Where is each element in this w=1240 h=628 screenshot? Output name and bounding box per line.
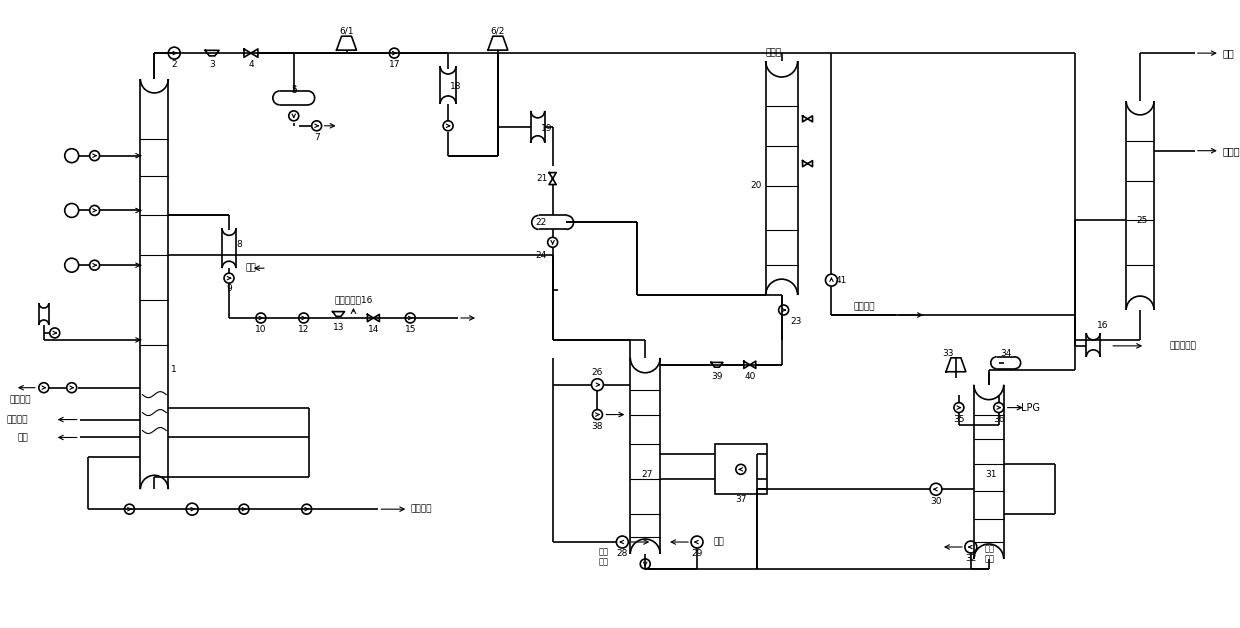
Text: 16: 16 xyxy=(1096,322,1109,330)
Text: 14: 14 xyxy=(368,325,379,335)
Text: LPG: LPG xyxy=(1021,403,1039,413)
Text: 蒸汽: 蒸汽 xyxy=(714,538,724,546)
Text: 12: 12 xyxy=(298,325,310,335)
Text: 6/2: 6/2 xyxy=(491,27,505,36)
Text: 反应油气: 反应油气 xyxy=(6,415,27,424)
Text: 19: 19 xyxy=(541,124,552,133)
Text: 39: 39 xyxy=(712,372,723,381)
Text: 41: 41 xyxy=(836,276,847,284)
Text: 去加氢裂解: 去加氢裂解 xyxy=(1171,342,1197,350)
Text: 9: 9 xyxy=(226,284,232,293)
Text: 粗汽油: 粗汽油 xyxy=(765,48,781,58)
Text: 30: 30 xyxy=(930,497,941,506)
Text: 至提升管: 至提升管 xyxy=(9,395,31,404)
Text: 27: 27 xyxy=(641,470,653,479)
Text: 21: 21 xyxy=(536,174,547,183)
Text: 产品柴油去16: 产品柴油去16 xyxy=(335,296,373,305)
Text: 5: 5 xyxy=(291,87,296,95)
Text: 24: 24 xyxy=(536,251,547,260)
Text: 稳定汽油: 稳定汽油 xyxy=(853,303,875,311)
Text: 蒸汽: 蒸汽 xyxy=(246,264,257,273)
Text: 5: 5 xyxy=(291,85,296,94)
Text: 干气: 干气 xyxy=(1223,48,1235,58)
Text: 29: 29 xyxy=(692,550,703,558)
Text: 35: 35 xyxy=(954,415,965,424)
Text: 28: 28 xyxy=(616,550,627,558)
Text: 18: 18 xyxy=(450,82,461,92)
Text: 6/1: 6/1 xyxy=(340,27,353,36)
Text: 26: 26 xyxy=(591,368,603,377)
Text: 10: 10 xyxy=(255,325,267,335)
Text: 贫装油: 贫装油 xyxy=(1223,146,1240,156)
Text: 15: 15 xyxy=(404,325,415,335)
Text: 23: 23 xyxy=(790,318,801,327)
Text: 17: 17 xyxy=(388,60,401,68)
Text: 7: 7 xyxy=(314,133,320,143)
Text: 33: 33 xyxy=(942,349,954,359)
Text: 3: 3 xyxy=(210,60,215,68)
Text: 38: 38 xyxy=(591,422,603,431)
Text: 36: 36 xyxy=(993,415,1004,424)
Text: 37: 37 xyxy=(735,495,746,504)
Text: 4: 4 xyxy=(248,60,254,68)
Text: 22: 22 xyxy=(536,218,547,227)
Text: 32: 32 xyxy=(965,555,977,563)
Text: 13: 13 xyxy=(332,323,345,332)
Text: 34: 34 xyxy=(999,349,1012,359)
Text: 31: 31 xyxy=(985,470,997,479)
Text: 蒸汽: 蒸汽 xyxy=(17,433,27,442)
Text: 8: 8 xyxy=(236,240,242,249)
Bar xyxy=(715,445,766,494)
Text: 外甩油浆: 外甩油浆 xyxy=(410,505,432,514)
Text: 二中
回流: 二中 回流 xyxy=(985,544,994,564)
Text: 40: 40 xyxy=(744,372,755,381)
Text: 1: 1 xyxy=(171,365,177,374)
Text: 20: 20 xyxy=(750,181,761,190)
Text: 一中
回流: 一中 回流 xyxy=(599,547,609,566)
Text: 25: 25 xyxy=(1136,216,1148,225)
Text: 2: 2 xyxy=(171,60,177,68)
